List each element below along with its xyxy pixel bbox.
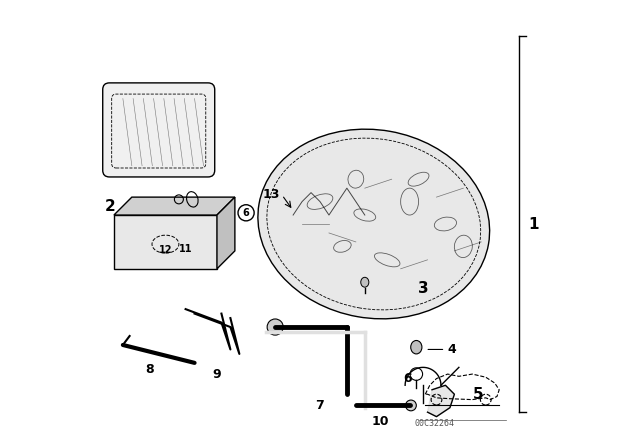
FancyBboxPatch shape bbox=[103, 83, 215, 177]
Text: 2: 2 bbox=[105, 198, 116, 214]
Text: 10: 10 bbox=[372, 414, 389, 428]
Circle shape bbox=[406, 400, 416, 411]
Text: 1: 1 bbox=[529, 216, 539, 232]
Text: 00C32264: 00C32264 bbox=[414, 419, 454, 428]
Text: 6: 6 bbox=[243, 208, 250, 218]
Text: 6: 6 bbox=[403, 372, 412, 385]
Text: 4: 4 bbox=[448, 343, 456, 356]
Ellipse shape bbox=[411, 340, 422, 354]
Text: 3: 3 bbox=[418, 281, 428, 297]
Ellipse shape bbox=[258, 129, 490, 319]
Ellipse shape bbox=[361, 277, 369, 287]
Polygon shape bbox=[217, 197, 235, 269]
Text: 7: 7 bbox=[316, 399, 324, 412]
Text: 13: 13 bbox=[262, 188, 280, 202]
Polygon shape bbox=[428, 385, 454, 417]
Text: 9: 9 bbox=[212, 367, 221, 381]
Text: 8: 8 bbox=[145, 363, 154, 376]
Polygon shape bbox=[114, 215, 217, 269]
Text: 11: 11 bbox=[179, 244, 193, 254]
Circle shape bbox=[267, 319, 284, 335]
Text: 12: 12 bbox=[159, 245, 172, 255]
Polygon shape bbox=[114, 197, 235, 215]
Text: 5: 5 bbox=[472, 387, 483, 402]
